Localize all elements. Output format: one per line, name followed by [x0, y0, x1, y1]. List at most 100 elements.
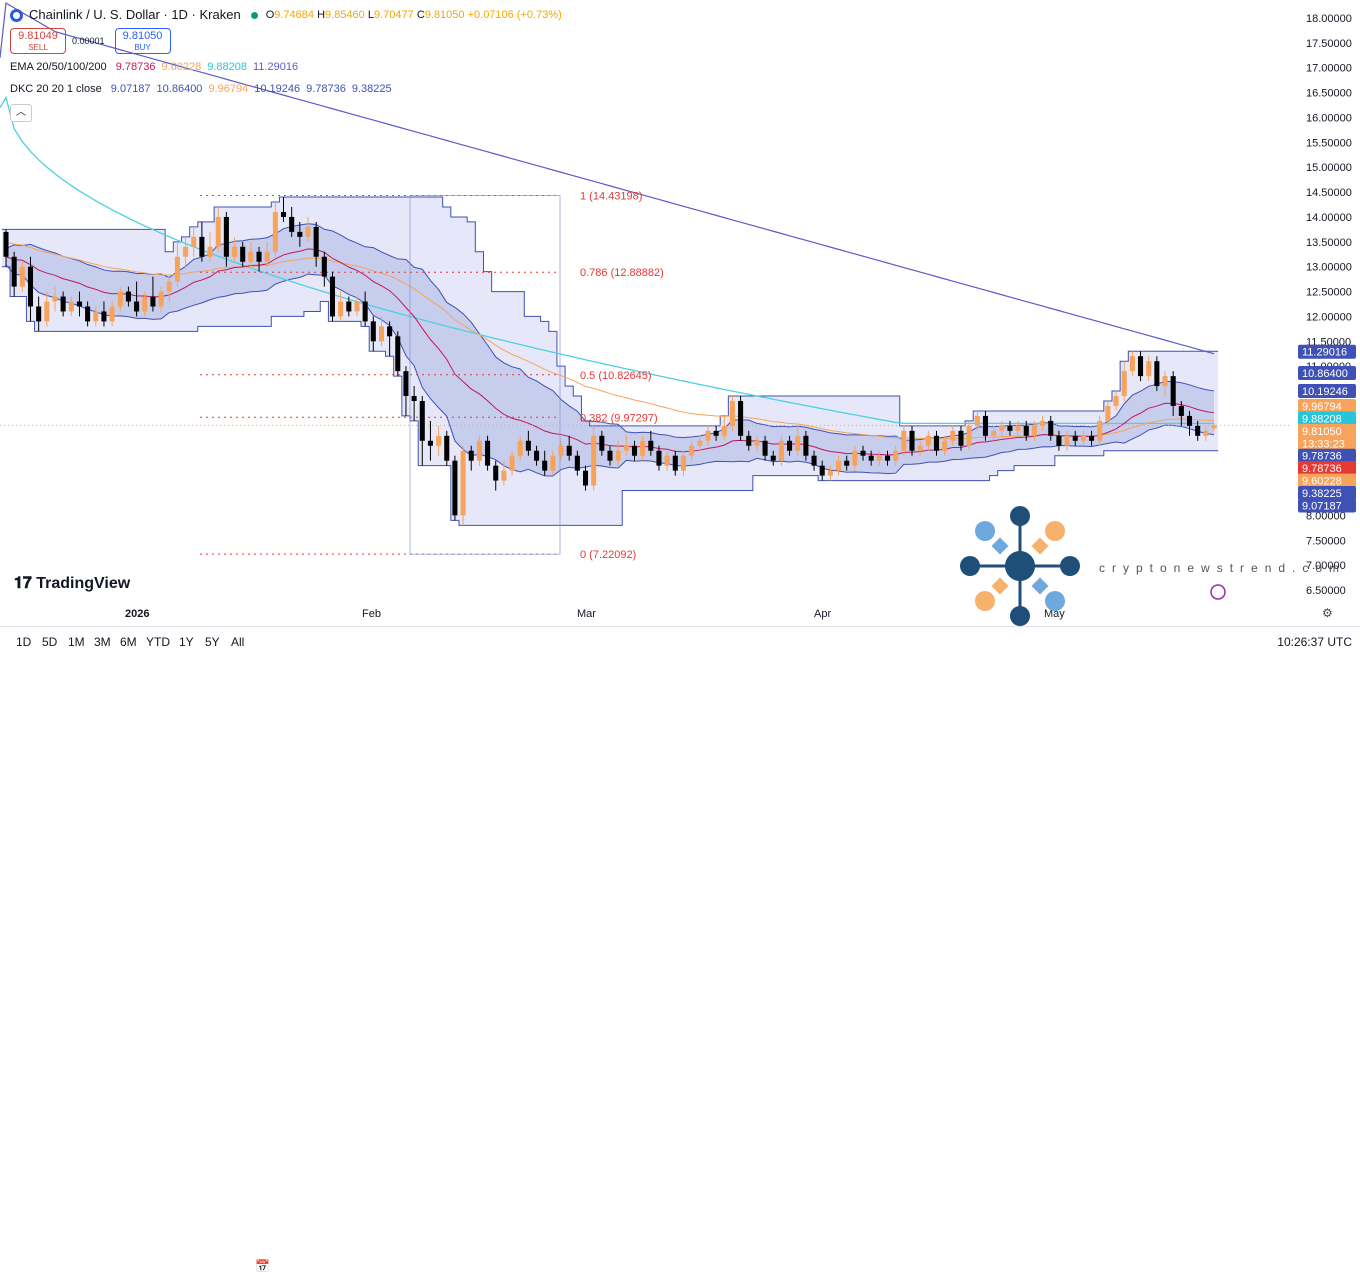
candle[interactable]: [305, 216, 311, 242]
candle[interactable]: [207, 231, 213, 262]
candle[interactable]: [1007, 420, 1013, 436]
candle[interactable]: [550, 450, 556, 476]
candle[interactable]: [836, 455, 842, 476]
candle[interactable]: [117, 286, 123, 312]
candle[interactable]: [150, 276, 156, 312]
candle[interactable]: [1089, 430, 1095, 446]
candle[interactable]: [982, 410, 988, 441]
range-1m[interactable]: 1M: [68, 635, 85, 649]
candle[interactable]: [852, 445, 858, 471]
candle[interactable]: [419, 396, 425, 466]
candle[interactable]: [664, 450, 670, 471]
candle[interactable]: [272, 202, 278, 257]
candle[interactable]: [387, 321, 393, 357]
candle[interactable]: [558, 440, 564, 461]
candle[interactable]: [933, 430, 940, 456]
candle[interactable]: [60, 291, 66, 317]
candle[interactable]: [1048, 415, 1054, 441]
candle[interactable]: [183, 236, 189, 267]
candle[interactable]: [1015, 420, 1021, 436]
candle[interactable]: [705, 425, 711, 446]
candle[interactable]: [101, 301, 107, 327]
candle[interactable]: [44, 291, 50, 327]
candle[interactable]: [52, 286, 58, 312]
candle[interactable]: [1186, 410, 1193, 436]
candle[interactable]: [76, 291, 82, 317]
candle[interactable]: [1121, 361, 1127, 401]
candle[interactable]: [623, 435, 629, 456]
range-ytd[interactable]: YTD: [146, 635, 170, 649]
alert-bolt-icon[interactable]: [1210, 584, 1226, 600]
candle[interactable]: [485, 435, 491, 471]
candle[interactable]: [501, 460, 507, 486]
candle[interactable]: [297, 221, 303, 247]
candle[interactable]: [1080, 430, 1086, 446]
candle[interactable]: [1113, 391, 1119, 411]
candle[interactable]: [599, 430, 605, 456]
candle[interactable]: [1064, 430, 1070, 451]
candle[interactable]: [966, 420, 972, 451]
candle[interactable]: [607, 445, 613, 466]
candle[interactable]: [574, 450, 580, 476]
candle[interactable]: [27, 256, 34, 322]
candle[interactable]: [566, 435, 572, 461]
candle[interactable]: [436, 425, 442, 456]
candle[interactable]: [134, 281, 140, 317]
candle[interactable]: [378, 316, 384, 347]
candle[interactable]: [778, 435, 784, 466]
range-5d[interactable]: 5D: [42, 635, 58, 649]
candle[interactable]: [689, 440, 695, 461]
candle[interactable]: [395, 331, 401, 377]
candle[interactable]: [517, 435, 523, 461]
candle[interactable]: [615, 440, 621, 466]
candle[interactable]: [1154, 356, 1160, 392]
candle[interactable]: [85, 301, 91, 327]
candle[interactable]: [232, 236, 238, 262]
candle[interactable]: [68, 296, 74, 317]
candle[interactable]: [680, 450, 686, 476]
candle[interactable]: [158, 286, 164, 312]
candle[interactable]: [672, 450, 678, 476]
symbol-title[interactable]: Chainlink / U. S. Dollar · 1D · Kraken: [29, 7, 241, 22]
candle[interactable]: [493, 460, 499, 491]
candle[interactable]: [909, 425, 915, 456]
candle[interactable]: [770, 450, 776, 466]
candle[interactable]: [1056, 430, 1062, 451]
candle[interactable]: [917, 440, 923, 456]
candle[interactable]: [1138, 351, 1144, 382]
candle[interactable]: [640, 435, 646, 461]
candle[interactable]: [534, 445, 540, 466]
candle[interactable]: [974, 410, 980, 431]
candle[interactable]: [370, 316, 376, 352]
candle[interactable]: [884, 450, 891, 466]
candle[interactable]: [901, 425, 907, 456]
candle[interactable]: [803, 430, 809, 461]
candle[interactable]: [1203, 425, 1209, 441]
range-6m[interactable]: 6M: [120, 635, 137, 649]
ema-indicator-legend[interactable]: EMA 20/50/100/200 9.78736 9.60228 9.88208 1…: [10, 61, 299, 73]
range-1d[interactable]: 1D: [16, 635, 32, 649]
candle[interactable]: [582, 465, 589, 491]
buy-button[interactable]: 9.81050 BUY: [114, 28, 171, 54]
candle[interactable]: [1031, 420, 1037, 441]
candle[interactable]: [819, 460, 825, 481]
candle[interactable]: [476, 435, 482, 466]
candle[interactable]: [1129, 351, 1135, 377]
candle[interactable]: [362, 291, 368, 327]
candle[interactable]: [191, 226, 197, 257]
candle[interactable]: [697, 435, 703, 451]
candle[interactable]: [827, 465, 833, 481]
candle[interactable]: [942, 435, 948, 456]
candle[interactable]: [713, 425, 719, 441]
candle[interactable]: [738, 396, 744, 441]
candle[interactable]: [346, 296, 352, 317]
settings-gear-icon[interactable]: ⚙: [1322, 606, 1333, 620]
candle[interactable]: [1097, 415, 1103, 446]
candle[interactable]: [321, 251, 327, 287]
candle[interactable]: [893, 445, 899, 466]
candle[interactable]: [444, 430, 450, 466]
candle[interactable]: [289, 207, 295, 237]
candle[interactable]: [844, 455, 850, 471]
candle[interactable]: [264, 241, 270, 267]
candle[interactable]: [656, 445, 662, 471]
